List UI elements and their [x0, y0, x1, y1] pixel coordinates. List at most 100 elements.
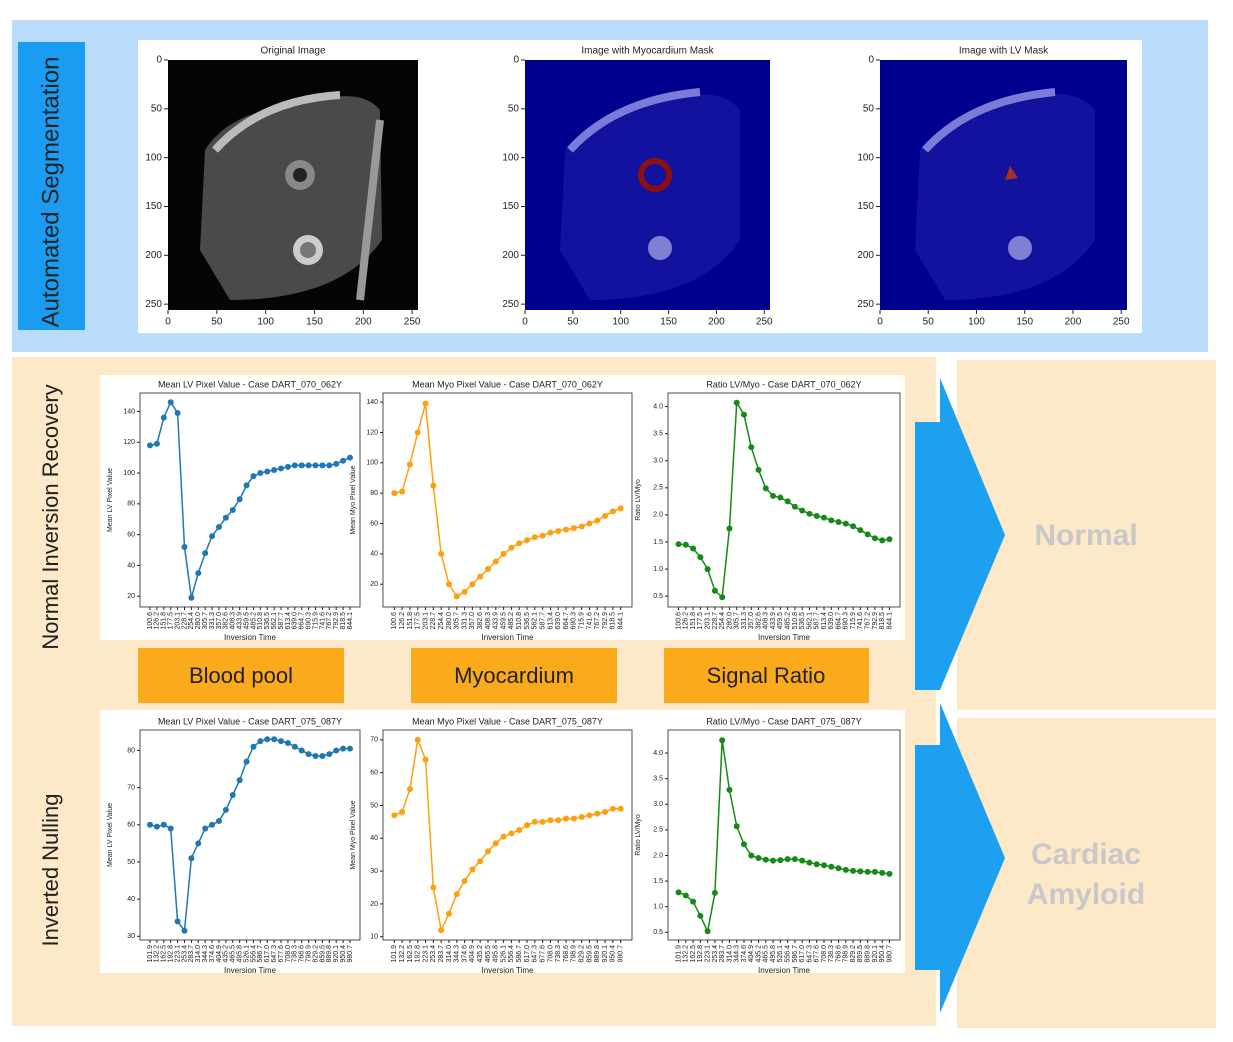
x-tick-label: 250	[756, 317, 773, 328]
point	[271, 466, 278, 473]
x-tick-label: 250	[1113, 317, 1130, 328]
x-tick-label: 536.5	[799, 612, 806, 630]
x-tick-label: 433.9	[236, 612, 243, 630]
x-tick-label: 459.5	[243, 612, 250, 630]
x-tick-label: 357.0	[216, 612, 223, 630]
point	[602, 809, 609, 816]
point	[555, 528, 562, 535]
y-tick-label: 200	[502, 250, 519, 261]
image-title: Image with LV Mask	[959, 46, 1049, 57]
x-tick-label: 100	[612, 317, 629, 328]
x-tick-label: 228.7	[430, 612, 437, 630]
x-tick-label: 708.0	[821, 945, 828, 963]
plot-frame	[139, 392, 361, 608]
x-tick-label: 556.4	[784, 945, 791, 963]
x-tick-label: 920.1	[333, 945, 340, 963]
x-tick-label: 283.7	[719, 945, 726, 963]
point	[236, 496, 243, 503]
y-tick-label: 50	[863, 103, 875, 114]
x-tick-label: 0	[522, 317, 528, 328]
x-tick-label: 404.9	[216, 945, 223, 963]
x-tick-label: 536.5	[264, 612, 271, 630]
x-tick-label: 818.5	[879, 612, 886, 630]
x-tick-label: 150	[306, 317, 323, 328]
x-tick-label: 768.6	[563, 945, 570, 963]
point	[312, 753, 319, 760]
point	[719, 737, 726, 744]
y-tick-label: 0	[868, 55, 874, 66]
x-tick-label: 254.4	[719, 612, 726, 630]
x-tick-label: 223.1	[704, 945, 711, 963]
y-tick-label: 50	[370, 802, 378, 809]
point	[711, 889, 718, 896]
outcome-label: Cardiac	[1031, 838, 1141, 871]
point	[477, 573, 484, 580]
point	[594, 810, 601, 817]
point	[195, 840, 202, 847]
point	[864, 531, 871, 538]
x-tick-label: 50	[211, 317, 223, 328]
x-tick-label: 254.4	[188, 612, 195, 630]
point	[333, 460, 340, 467]
y-tick-label: 100	[857, 152, 874, 163]
x-tick-label: 526.1	[500, 945, 507, 963]
x-axis-label: Inversion Time	[758, 633, 811, 642]
y-axis-label: Ratio LV/Myo	[635, 814, 642, 856]
x-tick-label: 433.9	[493, 612, 500, 630]
x-tick-label: 280.0	[446, 612, 453, 630]
point	[791, 503, 798, 510]
x-tick-label: 829.2	[578, 945, 585, 963]
point	[469, 866, 476, 873]
x-axis-label: Inversion Time	[481, 966, 534, 975]
y-tick-label: 0	[156, 55, 162, 66]
x-tick-label: 305.7	[202, 612, 209, 630]
point	[777, 857, 784, 864]
y-tick-label: 50	[151, 103, 163, 114]
image-title: Image with Myocardium Mask	[581, 46, 714, 57]
point	[733, 823, 740, 830]
plot-frame	[382, 729, 633, 941]
point	[690, 898, 697, 905]
point	[147, 442, 153, 449]
x-tick-label: 690.3	[305, 612, 312, 630]
point	[202, 825, 209, 832]
chart-title: Mean LV Pixel Value - Case DART_070_062Y	[158, 379, 342, 389]
point	[500, 550, 507, 557]
x-tick-label: 192.8	[697, 945, 704, 963]
x-tick-label: 374.6	[741, 945, 748, 963]
point	[399, 809, 406, 816]
point	[181, 543, 188, 550]
point	[153, 823, 160, 830]
y-tick-label: 2.0	[653, 512, 663, 519]
x-tick-label: 357.0	[469, 612, 476, 630]
x-tick-label: 331.3	[209, 612, 216, 630]
x-tick-label: 433.9	[770, 612, 777, 630]
x-tick-label: 738.3	[292, 945, 299, 963]
y-tick-label: 1.5	[653, 539, 663, 546]
point	[871, 535, 878, 542]
y-tick-label: 20	[127, 593, 135, 600]
x-tick-label: 664.7	[299, 612, 306, 630]
point	[748, 852, 755, 859]
point	[733, 399, 740, 406]
x-tick-label: 465.5	[763, 945, 770, 963]
y-tick-label: 100	[123, 470, 135, 477]
x-tick-label: 314.0	[726, 945, 733, 963]
point	[770, 492, 777, 499]
x-tick-label: 859.5	[857, 945, 864, 963]
x-tick-label: 200	[708, 317, 725, 328]
x-tick-label: 132.2	[683, 945, 690, 963]
x-tick-label: 677.6	[539, 945, 546, 963]
point	[257, 738, 264, 745]
point	[160, 821, 167, 828]
point	[555, 817, 562, 824]
x-tick-label: 151.8	[407, 612, 414, 630]
point	[813, 861, 820, 868]
plot-frame	[667, 392, 901, 608]
y-tick-label: 0.5	[653, 593, 663, 600]
point	[784, 856, 791, 863]
x-tick-label: 741.6	[586, 612, 593, 630]
outcome-label: Amyloid	[1027, 878, 1145, 911]
x-tick-label: 485.2	[508, 612, 515, 630]
y-tick-label: 60	[127, 531, 135, 538]
